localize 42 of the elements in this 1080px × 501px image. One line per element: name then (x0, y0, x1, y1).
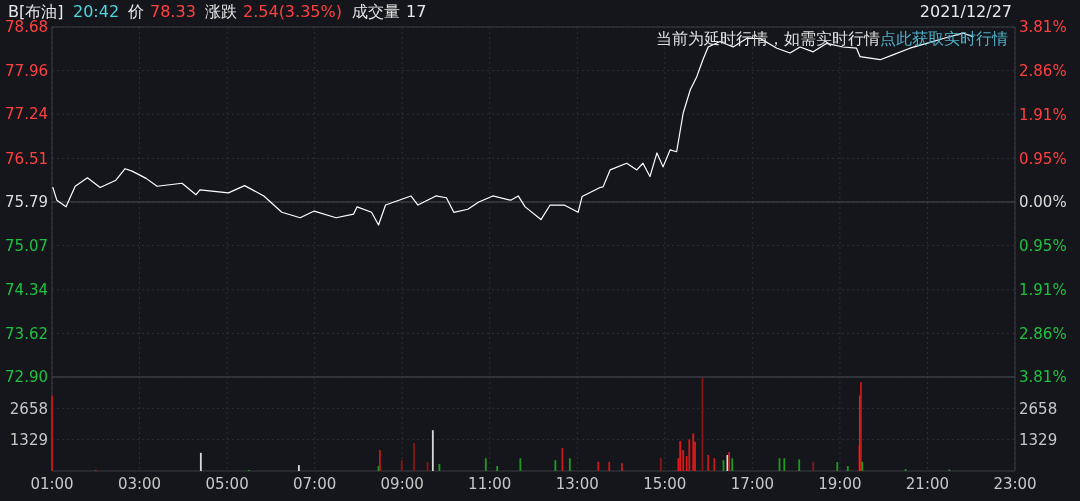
x-tick-label: 23:00 (993, 475, 1037, 493)
text: 2.54(3.35%) (243, 2, 342, 21)
x-tick-label: 07:00 (293, 475, 337, 493)
y2-tick-label: 2.86% (1019, 61, 1067, 80)
x-tick-label: 17:00 (730, 475, 774, 493)
y-tick-label: 77.24 (5, 105, 48, 124)
x-tick-label: 21:00 (905, 475, 950, 493)
text: 78.33 (150, 2, 196, 21)
y-tick-label: 73.62 (5, 324, 48, 343)
text: 2021/12/27 (919, 2, 1012, 21)
text: 涨跌 (205, 2, 237, 21)
text: 20:42 (73, 2, 120, 21)
y2-tick-label: 3.81% (1019, 18, 1067, 37)
y2-tick-label: 2.86% (1019, 324, 1067, 343)
y2-tick-label: 2658 (1019, 399, 1058, 418)
chart-title: B[布油] (8, 2, 64, 21)
x-tick-label: 09:00 (380, 475, 424, 493)
y-tick-label: 76.51 (5, 149, 48, 168)
y2-tick-label: 0.00% (1019, 193, 1067, 212)
y2-tick-label: 3.81% (1019, 368, 1067, 387)
text: 成交量 (352, 2, 400, 21)
y2-tick-label: 0.95% (1019, 149, 1067, 168)
y2-tick-label: 0.95% (1019, 236, 1067, 255)
x-tick-label: 05:00 (205, 475, 249, 493)
y-tick-label: 75.07 (5, 236, 48, 255)
x-tick-label: 19:00 (818, 475, 862, 493)
x-tick-label: 15:00 (643, 475, 687, 493)
text: 价 (127, 2, 144, 21)
text: 17 (406, 2, 427, 21)
y-tick-label: 74.34 (5, 281, 48, 300)
x-tick-label: 03:00 (117, 475, 162, 493)
y-tick-label: 72.90 (5, 368, 48, 387)
y-tick-label: 1329 (9, 430, 48, 449)
y-tick-label: 77.96 (5, 61, 48, 80)
x-tick-label: 01:00 (30, 475, 74, 493)
y2-tick-label: 1.91% (1019, 280, 1067, 299)
x-tick-label: 11:00 (468, 475, 512, 493)
x-tick-label: 13:00 (555, 475, 599, 493)
y-tick-label: 2658 (9, 399, 48, 418)
y2-tick-label: 1329 (1019, 430, 1058, 449)
y2-tick-label: 1.91% (1019, 105, 1067, 124)
y-tick-label: 75.79 (5, 193, 48, 212)
